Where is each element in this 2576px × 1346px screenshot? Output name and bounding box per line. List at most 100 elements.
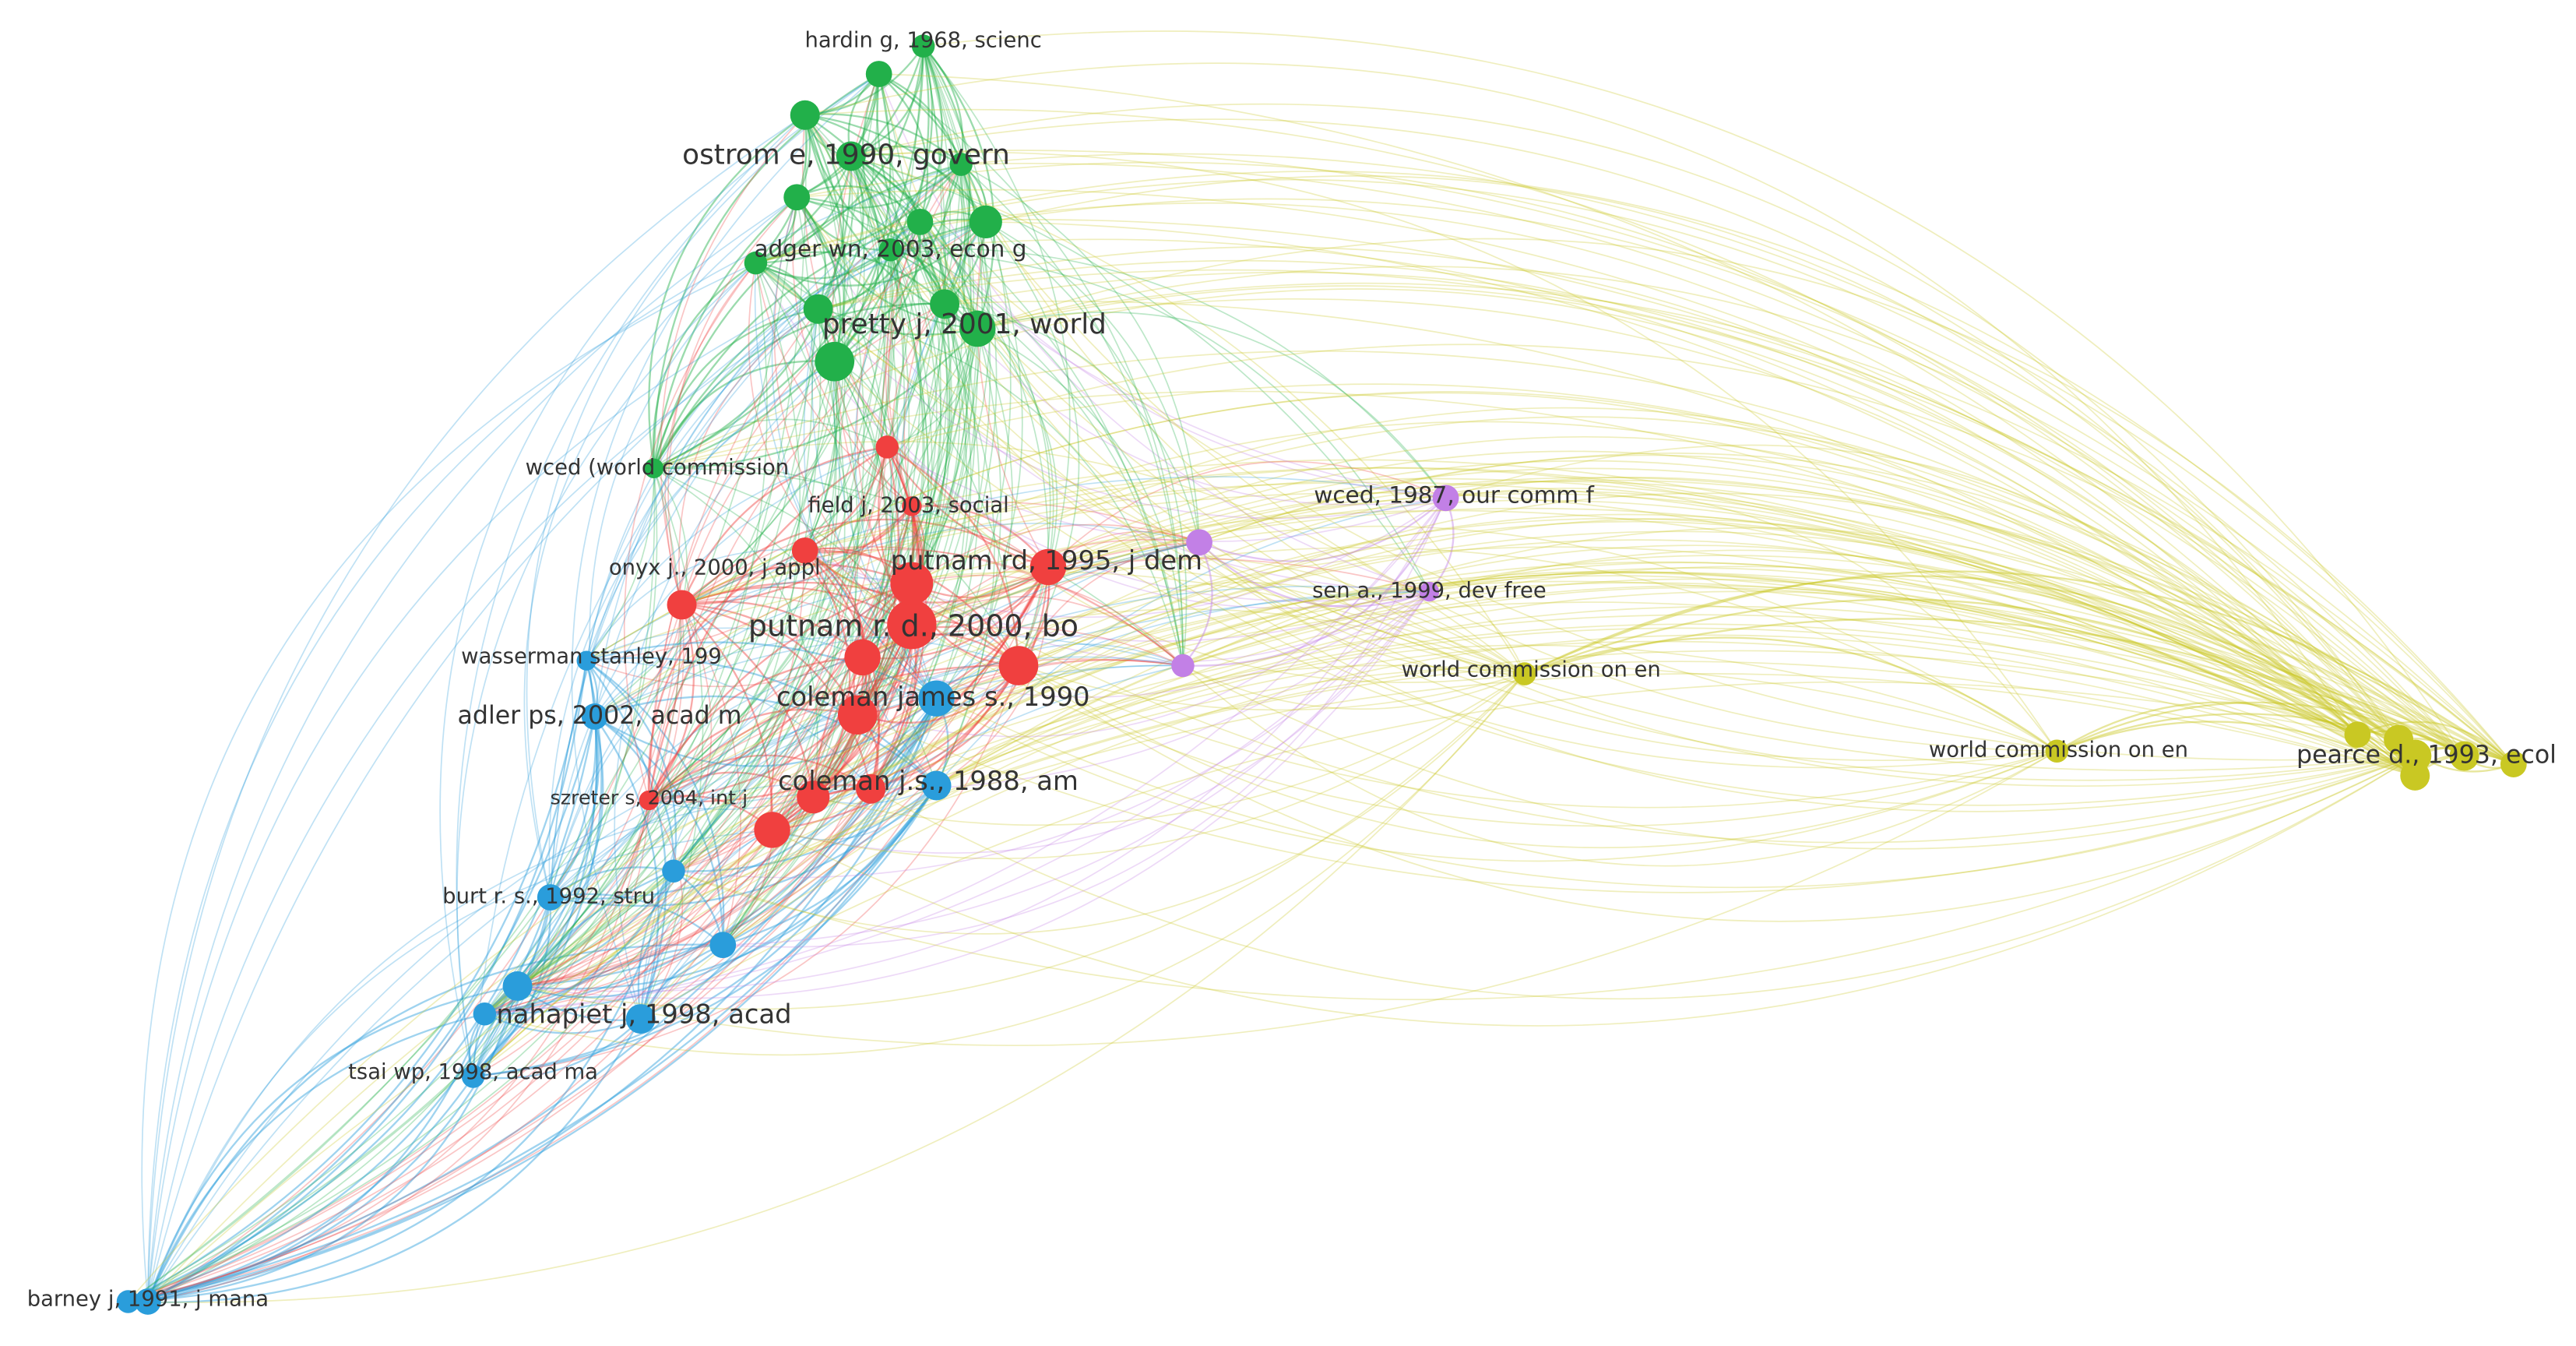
edge xyxy=(128,1018,642,1304)
edge xyxy=(960,164,1526,675)
node xyxy=(537,884,564,911)
edge xyxy=(1198,541,1430,608)
node xyxy=(2045,739,2069,763)
edge xyxy=(804,45,924,116)
edge xyxy=(640,644,2057,1020)
edge xyxy=(804,114,921,223)
edge xyxy=(878,73,987,223)
edge xyxy=(878,73,1184,666)
edge xyxy=(911,523,1200,584)
edge xyxy=(640,698,938,1020)
edge xyxy=(850,155,980,699)
node xyxy=(790,100,820,130)
edge xyxy=(147,590,1430,1302)
edge xyxy=(960,164,1200,543)
edge xyxy=(146,943,723,1302)
edge xyxy=(586,476,1446,661)
edge xyxy=(640,800,684,1020)
edge xyxy=(653,467,688,605)
edge xyxy=(885,164,962,507)
edge xyxy=(834,361,888,658)
edge xyxy=(594,523,1200,717)
edge xyxy=(856,221,921,625)
edge xyxy=(1182,578,2358,735)
node xyxy=(878,238,903,262)
edge xyxy=(771,249,906,830)
edge xyxy=(516,985,641,1021)
edge xyxy=(1047,460,1446,568)
edge xyxy=(473,784,938,1078)
edge xyxy=(722,361,859,946)
edge xyxy=(517,784,938,990)
edge xyxy=(919,221,1446,499)
edge xyxy=(147,604,683,1302)
edge xyxy=(722,664,1184,946)
node xyxy=(134,1288,161,1315)
edge xyxy=(936,562,2416,787)
node-label: hardin g, 1968, scienc xyxy=(804,28,1041,52)
node-label: world commission on en xyxy=(1929,738,2188,763)
edge xyxy=(862,566,1049,660)
edge xyxy=(804,115,846,551)
edge xyxy=(673,784,938,872)
edge xyxy=(878,73,1430,593)
edge xyxy=(517,624,913,987)
edge xyxy=(850,46,924,157)
edge xyxy=(886,446,1446,542)
edge xyxy=(861,221,948,658)
edge xyxy=(586,390,2416,757)
edge xyxy=(1182,664,2057,867)
edge xyxy=(818,308,1446,520)
edge xyxy=(1198,452,2465,757)
edge xyxy=(886,446,1049,569)
edge xyxy=(640,590,1430,1020)
edge xyxy=(812,624,913,798)
edge xyxy=(594,715,724,946)
edge xyxy=(549,164,962,898)
node-label: world commission on en xyxy=(1402,657,1661,682)
edge xyxy=(484,788,871,1015)
edge xyxy=(1429,549,2358,735)
edge xyxy=(850,151,2058,752)
edge xyxy=(813,698,938,798)
edge xyxy=(936,566,1050,787)
edge xyxy=(862,590,1430,698)
edge xyxy=(818,269,2514,765)
edge xyxy=(681,328,979,606)
edge xyxy=(517,870,674,988)
edge xyxy=(850,150,2514,765)
node xyxy=(906,209,934,235)
edge xyxy=(911,416,2465,757)
edge xyxy=(813,673,1526,826)
edge xyxy=(878,72,962,165)
node xyxy=(890,562,934,605)
edge xyxy=(857,538,1200,716)
edge xyxy=(128,698,938,1303)
node xyxy=(969,205,1002,238)
node xyxy=(856,773,886,804)
edge xyxy=(804,550,851,798)
edge xyxy=(944,164,971,305)
edge xyxy=(857,566,1050,716)
edge xyxy=(796,196,842,362)
edge xyxy=(473,572,2358,1077)
node xyxy=(744,251,768,275)
edge xyxy=(681,563,913,606)
edge xyxy=(812,583,913,798)
edge xyxy=(817,156,864,310)
edge xyxy=(857,714,2416,893)
edge xyxy=(1429,590,1526,675)
edge xyxy=(857,664,1019,724)
edge xyxy=(1198,497,1447,562)
edge xyxy=(146,1013,485,1302)
edge xyxy=(850,155,1526,675)
edge xyxy=(911,467,2465,757)
edge xyxy=(911,557,1526,675)
edge xyxy=(977,221,1049,568)
edge xyxy=(944,303,1446,506)
edge xyxy=(771,541,1200,830)
edge xyxy=(549,446,888,898)
node-label: pearce d., 1993, ecol xyxy=(2296,742,2557,770)
edge xyxy=(755,262,2416,771)
